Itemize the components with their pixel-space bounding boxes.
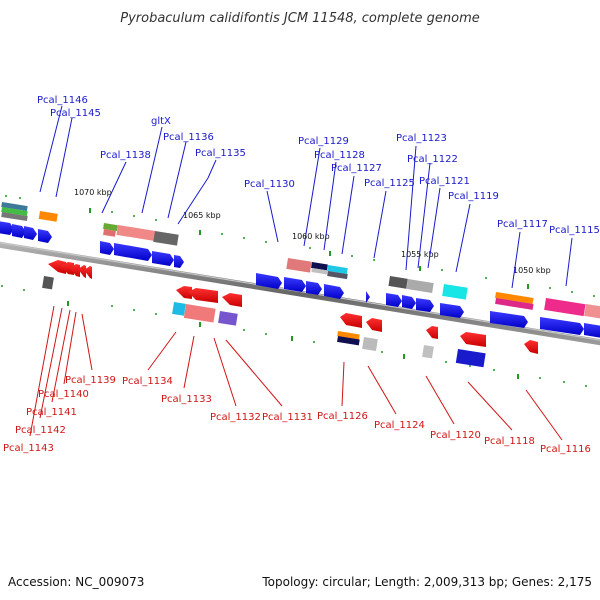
gene-label-pcal-1139: Pcal_1139 — [65, 375, 116, 386]
gene-label-pcal-1123: Pcal_1123 — [396, 133, 447, 144]
gene-label-pcal-1124: Pcal_1124 — [374, 420, 425, 431]
gene-label-pcal-1125: Pcal_1125 — [364, 178, 415, 189]
gene-label-pcal-1145: Pcal_1145 — [50, 108, 101, 119]
gene-label-pcal-1134: Pcal_1134 — [122, 376, 173, 387]
reverse-genes — [48, 260, 538, 354]
gene-label-pcal-1128: Pcal_1128 — [314, 150, 365, 161]
gene-label-pcal-1141: Pcal_1141 — [26, 407, 77, 418]
ruler-ticks — [67, 208, 529, 379]
gene-label-pcal-1136: Pcal_1136 — [163, 132, 214, 143]
gene-label-pcal-1140: Pcal_1140 — [38, 389, 89, 400]
gene-label-pcal-1131: Pcal_1131 — [262, 412, 313, 423]
gene-label-pcal-1119: Pcal_1119 — [448, 191, 499, 202]
gene-label-pcal-1135: Pcal_1135 — [195, 148, 246, 159]
gene-label-pcal-1118: Pcal_1118 — [484, 436, 535, 447]
reverse-leaders — [29, 305, 563, 441]
ruler-label-1050: 1050 kbp — [513, 266, 551, 275]
forward-features — [1, 201, 600, 319]
map-title: Pyrobaculum calidifontis JCM 11548, comp… — [120, 11, 480, 26]
gene-label-pcal-1130: Pcal_1130 — [244, 179, 295, 190]
reverse-features — [42, 276, 486, 368]
ruler-label-1065: 1065 kbp — [183, 211, 221, 220]
gene-label-pcal-1121: Pcal_1121 — [419, 176, 470, 187]
ruler-dots — [1, 195, 595, 387]
genome-summary-text: Topology: circular; Length: 2,009,313 bp… — [261, 575, 592, 589]
gene-label-pcal-1126: Pcal_1126 — [317, 411, 368, 422]
gene-label-pcal-1143: Pcal_1143 — [3, 443, 54, 454]
gene-label-pcal-1132: Pcal_1132 — [210, 412, 261, 423]
gene-label-pcal-1117: Pcal_1117 — [497, 219, 548, 230]
gene-label-pcal-1129: Pcal_1129 — [298, 136, 349, 147]
genome-backbone — [0, 241, 600, 346]
gene-label-pcal-1133: Pcal_1133 — [161, 394, 212, 405]
gene-label-pcal-1138: Pcal_1138 — [100, 150, 151, 161]
gene-label-pcal-1127: Pcal_1127 — [331, 163, 382, 174]
gene-label-pcal-1120: Pcal_1120 — [430, 430, 481, 441]
gene-label-pcal-1142: Pcal_1142 — [15, 425, 66, 436]
gene-label-pcal-1122: Pcal_1122 — [407, 154, 458, 165]
accession-text: Accession: NC_009073 — [8, 575, 144, 589]
gene-label-pcal-1146: Pcal_1146 — [37, 95, 88, 106]
ruler-label-1070: 1070 kbp — [74, 188, 112, 197]
forward-genes — [0, 221, 600, 338]
gene-label-pcal-1116: Pcal_1116 — [540, 444, 591, 455]
gene-label-gltx: gltX — [151, 116, 171, 127]
ruler-label-1060: 1060 kbp — [292, 232, 330, 241]
gene-label-pcal-1115: Pcal_1115 — [549, 225, 600, 236]
forward-leaders — [39, 105, 573, 289]
